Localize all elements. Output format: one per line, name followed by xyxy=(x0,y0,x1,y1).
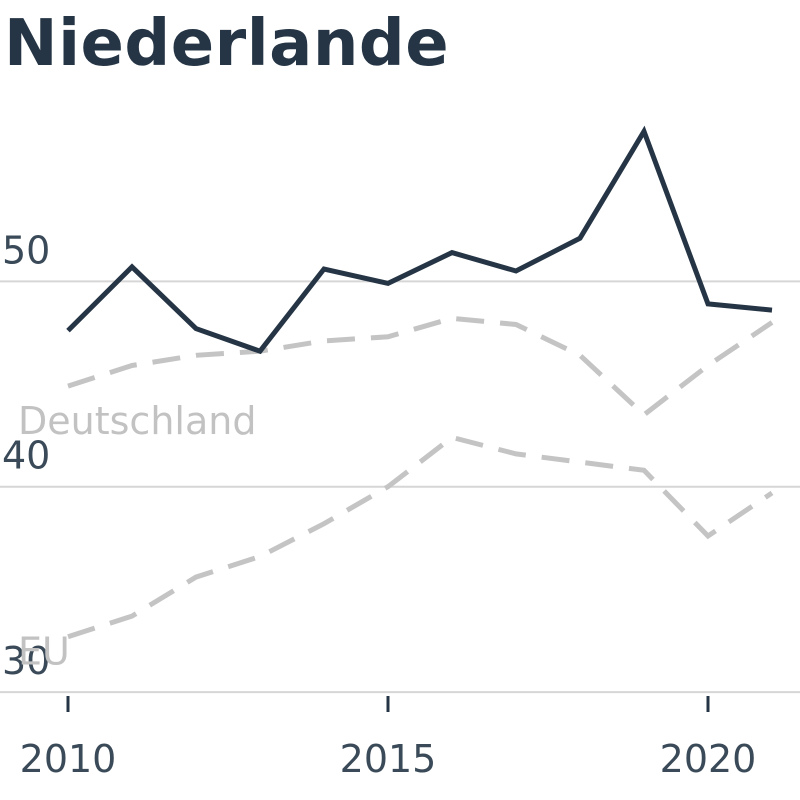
y-axis-ticks: 30 40 50 xyxy=(2,228,50,683)
series-label-eu: EU xyxy=(18,630,70,674)
x-tick-label: 2020 xyxy=(660,737,757,781)
x-axis-ticks: 2010 2015 2020 xyxy=(20,696,757,781)
series-line-deutschland xyxy=(67,315,774,419)
gridlines xyxy=(0,280,800,694)
y-tick-label: 50 xyxy=(2,228,50,272)
series-line-eu xyxy=(67,434,774,640)
x-tick-label: 2010 xyxy=(20,737,117,781)
series-labels: Deutschland EU xyxy=(18,399,256,674)
series-line-niederlande xyxy=(66,125,773,355)
x-tick-label: 2015 xyxy=(340,737,437,781)
series-lines xyxy=(66,125,774,640)
y-tick-label: 30 xyxy=(2,639,50,683)
chart-title: Niederlande xyxy=(4,7,450,81)
series-label-deutschland: Deutschland xyxy=(18,399,256,443)
y-tick-label: 40 xyxy=(2,434,50,478)
